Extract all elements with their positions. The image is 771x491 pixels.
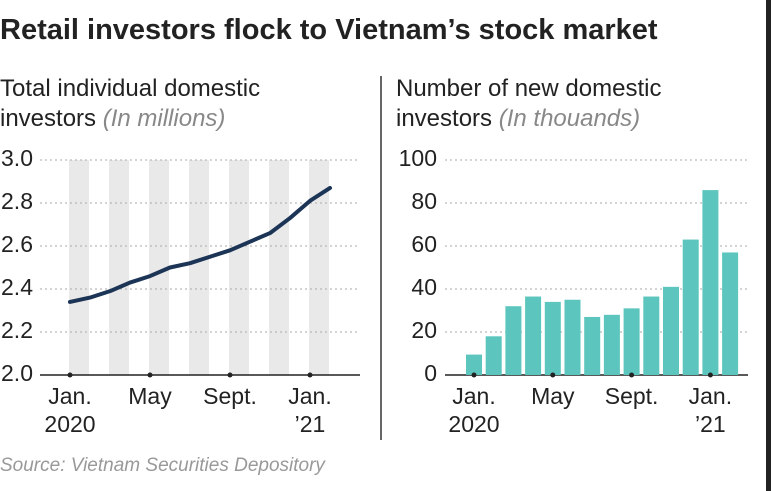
y-tick-label: 20 [411,317,437,343]
bar [525,296,542,375]
y-tick-label: 2.0 [1,360,33,386]
x-tick-label: Sept. [604,383,659,409]
y-tick-label: 100 [399,145,437,171]
x-tick-label: Jan. ’21 [288,383,332,437]
panel-subtitle: Number of new domestic investors (In tho… [396,74,716,134]
x-tick-label: Jan. ’21 [688,383,733,437]
source: Source: Vietnam Securities Depository [0,455,325,476]
bar [466,354,482,375]
y-tick-label: 40 [411,274,437,300]
bar [584,316,601,375]
x-tick-label: Sept. [203,383,257,409]
panel-subtitle: Total individual domestic investors (In … [0,74,320,134]
bar [603,314,620,375]
x-tick [550,372,556,378]
y-tick-label: 2.8 [1,188,33,214]
bar [722,252,739,375]
band [109,160,129,375]
x-tick [471,372,477,378]
x-tick [629,372,635,378]
x-tick-label: May [128,383,172,409]
band [269,160,289,375]
bar [564,299,581,375]
y-tick-label: 2.6 [1,231,33,257]
band [69,160,89,375]
x-tick [67,372,73,378]
subtitle: Total individual domestic investors [0,75,261,132]
y-tick-label: 60 [411,231,437,257]
bar [682,239,699,375]
x-tick-label: Jan. 2020 [448,383,500,437]
y-tick-label: 2.2 [1,317,33,343]
band [229,160,249,375]
line [68,185,332,304]
bar [485,336,502,375]
band [309,160,329,375]
subtitle: Number of new domestic investors [396,75,662,132]
x-tick-label: Jan. 2020 [44,383,96,437]
x-tick-label: May [531,383,575,409]
y-tick-label: 3.0 [1,145,33,171]
x-tick [707,372,713,378]
bar [702,190,719,375]
bar [505,306,522,375]
x-tick [147,372,153,378]
unit: (In thouands) [498,105,641,132]
band [149,160,169,375]
bar [623,308,640,375]
page-title: Retail investors flock to Vietnam’s stoc… [0,14,658,46]
bar [663,286,679,375]
band [189,160,209,375]
x-tick [227,372,233,378]
x-tick [307,372,313,378]
edge [766,0,771,491]
bar [544,301,561,375]
y-tick-label: 80 [411,188,437,214]
y-tick-label: 2.4 [1,274,33,300]
unit: (In millions) [102,105,226,132]
y-tick-label: 0 [424,360,437,386]
bar [643,296,660,375]
